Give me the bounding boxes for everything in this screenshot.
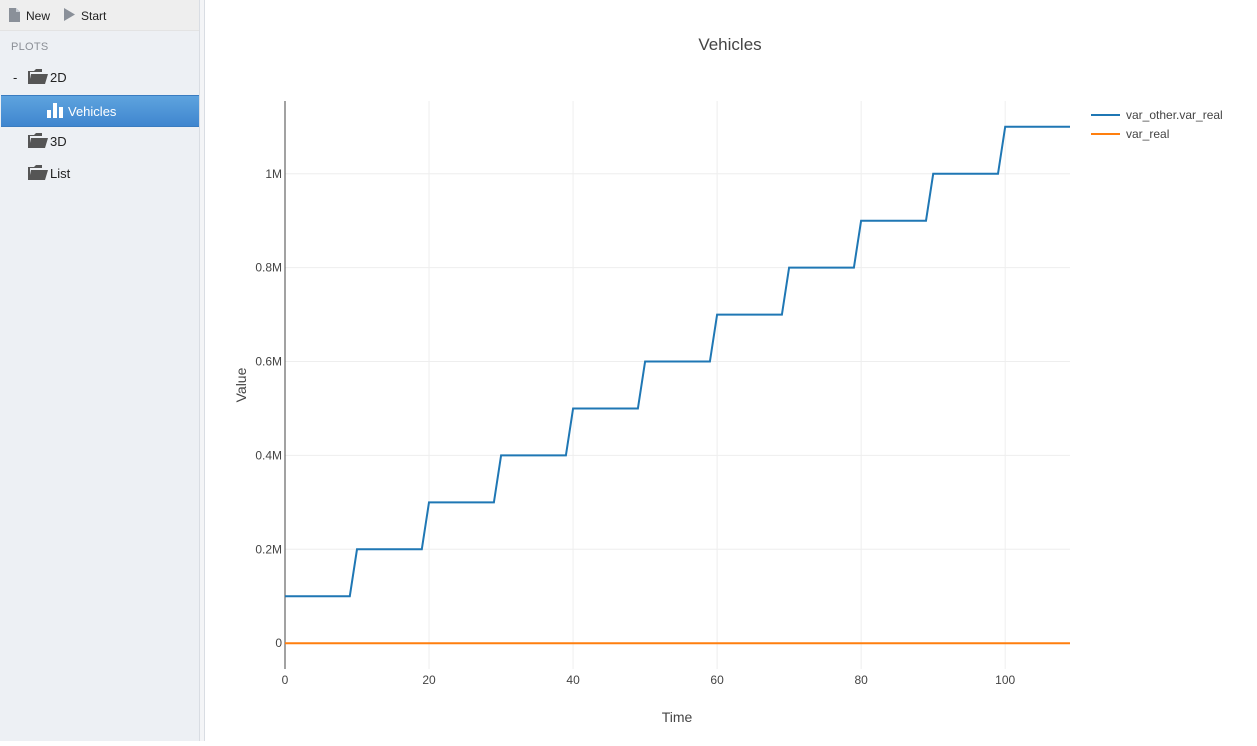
legend-label: var_real <box>1126 127 1169 141</box>
file-icon <box>9 7 20 25</box>
start-button-label: Start <box>81 9 107 23</box>
folder-open-icon <box>28 165 48 183</box>
play-icon <box>64 8 75 24</box>
y-tick-label: 0.2M <box>255 542 282 556</box>
tree-item-label: Vehicles <box>68 103 117 119</box>
y-tick-label: 0 <box>275 636 282 650</box>
y-tick-label: 0.6M <box>255 355 282 369</box>
line-chart[interactable]: 0 20 40 60 80 100 0 0.2M 0.4M 0.6M 0.8M 1M Vehicle… <box>205 0 1257 741</box>
x-axis-label: Time <box>662 709 693 725</box>
tree-item-list[interactable]: List <box>0 157 199 189</box>
plots-section-header: PLOTS <box>11 41 49 53</box>
new-button-label: New <box>26 9 51 23</box>
chart-panel: 0 20 40 60 80 100 0 0.2M 0.4M 0.6M 0.8M 1M Vehicle… <box>205 0 1257 741</box>
legend[interactable]: var_other.var_real var_real <box>1091 108 1223 141</box>
series-layer <box>285 125 1070 645</box>
series-line-1 <box>285 125 1070 598</box>
bar-chart-icon <box>47 103 63 121</box>
folder-open-icon <box>28 133 48 151</box>
folder-open-icon <box>28 69 48 87</box>
grid <box>285 101 1070 669</box>
y-tick-label: 1M <box>265 167 282 181</box>
tree-item-2d[interactable]: - 2D <box>0 61 199 93</box>
tree-item-3d[interactable]: 3D <box>0 125 199 157</box>
y-tick-label: 0.8M <box>255 261 282 275</box>
chart-title: Vehicles <box>698 35 761 54</box>
x-tick-label: 0 <box>282 673 289 687</box>
x-axis-ticks: 0 20 40 60 80 100 <box>282 673 1016 687</box>
collapse-toggle[interactable]: - <box>13 69 18 85</box>
x-tick-label: 80 <box>854 673 868 687</box>
x-tick-label: 20 <box>422 673 436 687</box>
tree-item-label: 2D <box>50 69 67 85</box>
y-axis-ticks: 0 0.2M 0.4M 0.6M 0.8M 1M <box>255 167 282 650</box>
toolbar: New Start <box>0 0 199 31</box>
tree-item-label: List <box>50 165 71 181</box>
y-tick-label: 0.4M <box>255 448 282 462</box>
start-button[interactable]: Start <box>64 7 106 25</box>
sidebar: New Start PLOTS - 2D <box>0 0 199 741</box>
x-tick-label: 100 <box>995 673 1015 687</box>
tree-item-label: 3D <box>50 133 67 149</box>
x-tick-label: 40 <box>566 673 580 687</box>
y-axis-label: Value <box>233 367 249 402</box>
sidebar-splitter[interactable] <box>199 0 205 741</box>
new-button[interactable]: New <box>9 7 50 25</box>
legend-label: var_other.var_real <box>1126 108 1223 122</box>
x-tick-label: 60 <box>710 673 724 687</box>
tree-item-vehicles[interactable]: Vehicles <box>1 95 199 127</box>
